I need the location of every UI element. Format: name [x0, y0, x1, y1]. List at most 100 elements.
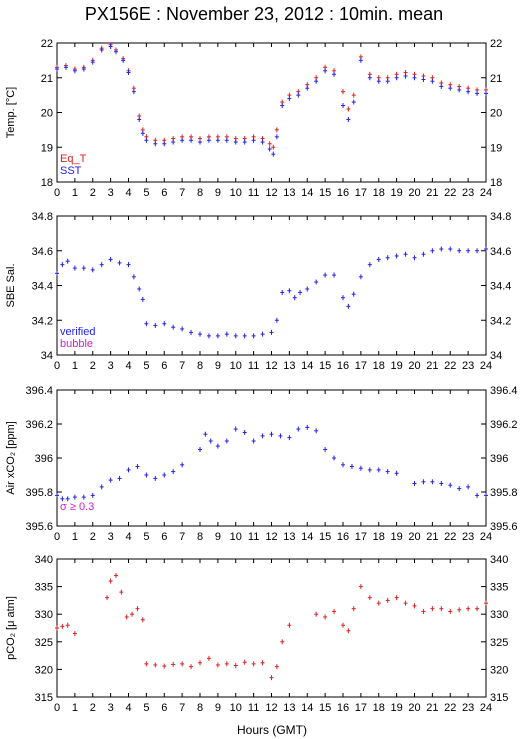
x-tick-label: 16 [337, 531, 349, 543]
data-point [113, 573, 118, 579]
data-point [60, 262, 65, 268]
x-tick-label: 21 [426, 187, 438, 199]
x-tick-label: 15 [319, 187, 331, 199]
x-tick-label: 5 [143, 531, 149, 543]
data-point [131, 274, 136, 280]
data-point [430, 606, 435, 612]
data-point [484, 600, 488, 606]
data-point [162, 321, 167, 327]
data-point [394, 253, 399, 259]
data-point [403, 251, 408, 257]
x-tick-label: 3 [108, 187, 114, 199]
data-point [358, 274, 363, 280]
x-tick-label: 17 [355, 531, 367, 543]
x-tick-label: 11 [248, 360, 259, 372]
plot-frame [56, 42, 487, 183]
data-point [224, 331, 229, 337]
data-point [215, 662, 220, 668]
data-point [346, 116, 351, 122]
data-point [121, 57, 126, 63]
y-tick-label-left: 34.6 [32, 246, 53, 258]
data-point [189, 664, 194, 670]
data-point [385, 78, 390, 84]
x-tick-label: 4 [125, 187, 131, 199]
data-point [60, 496, 65, 502]
y-tick-label-right: 335 [490, 582, 508, 594]
y-tick-label-left: 22 [41, 38, 53, 50]
x-tick-label: 0 [54, 360, 60, 372]
data-point [153, 141, 158, 147]
y-tick-label-right: 396.2 [490, 419, 518, 431]
y-axis-label: Air xCO₂ [ppm] [5, 421, 17, 494]
x-tick-label: 11 [248, 531, 259, 543]
x-tick-label: 1 [72, 531, 78, 543]
figure-title: PX156E : November 23, 2012 : 10min. mean [85, 4, 443, 24]
data-point [267, 141, 272, 147]
data-point [260, 331, 265, 337]
x-tick-label: 12 [265, 187, 277, 199]
data-point [421, 608, 426, 614]
y-tick-label-right: 315 [490, 692, 508, 704]
data-point [367, 467, 372, 473]
data-point [198, 331, 202, 337]
x-tick-label: 13 [283, 360, 295, 372]
data-point [108, 256, 113, 262]
data-point [72, 494, 77, 500]
data-point [274, 134, 279, 140]
data-point [358, 57, 363, 63]
data-point [65, 496, 70, 502]
data-point [267, 146, 272, 152]
data-point [280, 103, 285, 109]
data-point [233, 139, 238, 145]
x-tick-label: 7 [179, 702, 185, 714]
data-point [206, 137, 211, 143]
legend-entry: verified [60, 326, 95, 338]
data-point [349, 464, 354, 469]
legend-entry: bubble [60, 338, 93, 350]
data-point [278, 433, 283, 439]
data-point [475, 90, 480, 96]
x-tick-label: 21 [426, 702, 438, 714]
data-point [457, 607, 462, 613]
data-point [448, 482, 453, 488]
data-point [269, 675, 274, 681]
data-point [242, 430, 247, 435]
y-tick-label-left: 396 [35, 453, 53, 465]
x-tick-label: 11 [248, 702, 259, 714]
plot-frame [56, 389, 487, 527]
x-tick-label: 15 [319, 531, 331, 543]
x-tick-label: 10 [230, 360, 242, 372]
y-tick-label-right: 325 [490, 637, 508, 649]
y-tick-label-left: 395.6 [25, 521, 53, 533]
data-point [421, 251, 426, 257]
x-tick-label: 13 [283, 702, 295, 714]
data-point [153, 322, 158, 328]
x-tick-label: 20 [408, 360, 420, 372]
y-tick-label-left: 395.8 [25, 487, 53, 499]
y-tick-label-left: 320 [35, 664, 53, 676]
y-tick-label-right: 395.6 [490, 521, 518, 533]
data-point [457, 248, 462, 254]
data-point [394, 595, 399, 601]
x-tick-label: 22 [444, 531, 456, 543]
data-point [457, 486, 462, 492]
data-point [296, 426, 301, 432]
y-tick-label-right: 340 [490, 554, 508, 566]
data-point [351, 291, 356, 297]
data-point [412, 255, 417, 261]
data-point [180, 462, 185, 468]
data-point [341, 295, 345, 301]
x-tick-label: 14 [301, 187, 313, 199]
data-point [251, 661, 256, 667]
x-tick-label: 23 [462, 702, 474, 714]
x-tick-label: 10 [230, 702, 242, 714]
x-tick-label: 8 [197, 531, 203, 543]
data-point [144, 321, 149, 327]
data-point [385, 469, 390, 475]
y-axis-label: SBE Sal. [5, 263, 17, 307]
data-point [351, 606, 356, 612]
data-point [412, 75, 417, 81]
x-tick-label: 2 [90, 702, 96, 714]
data-point [224, 137, 229, 143]
data-point [466, 606, 471, 612]
